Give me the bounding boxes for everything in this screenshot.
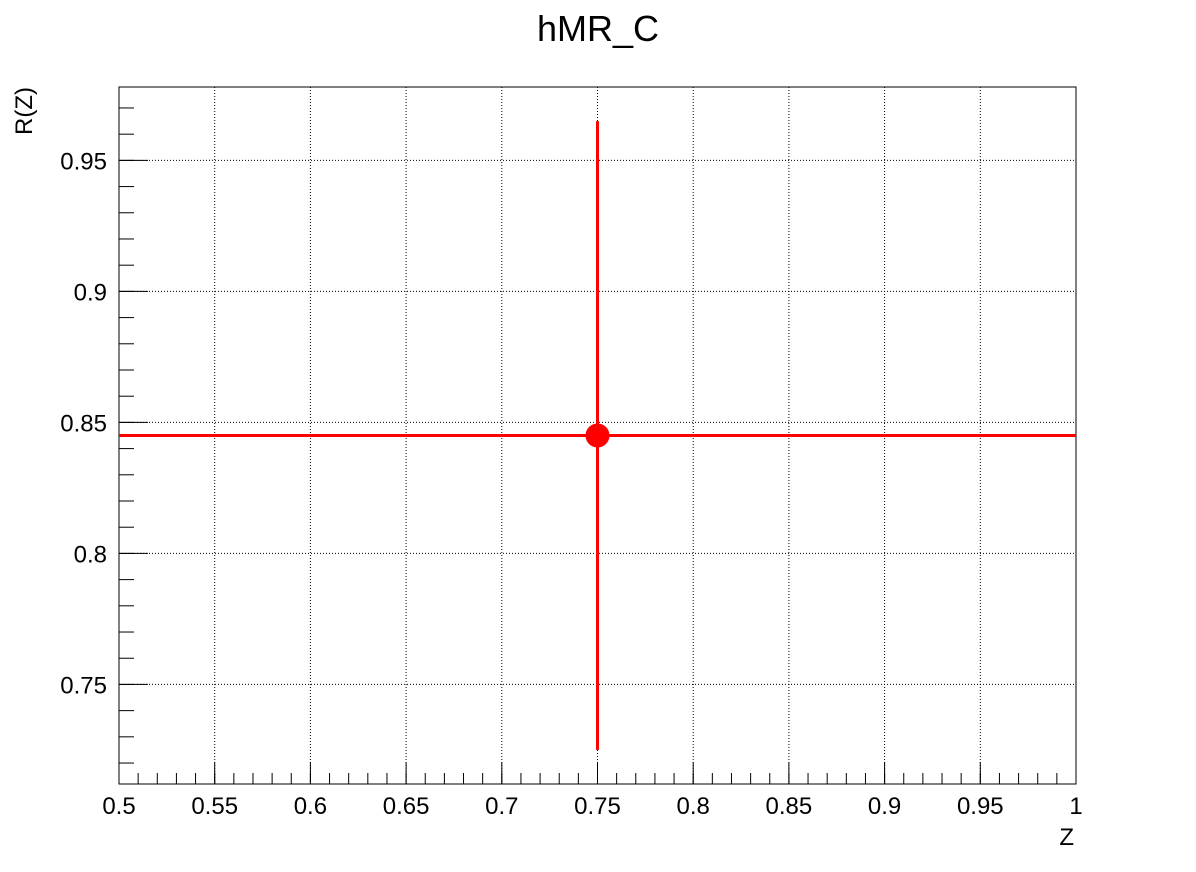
data-marks [119, 121, 1076, 750]
x-axis-label: Z [1059, 824, 1074, 851]
x-tick-label: 1 [1069, 793, 1082, 820]
y-axis-label: R(Z) [11, 87, 38, 135]
x-tick-label: 0.7 [485, 793, 518, 820]
x-tick-label: 0.75 [574, 793, 621, 820]
x-tick-label: 0.55 [191, 793, 238, 820]
x-tick-label: 0.65 [383, 793, 430, 820]
x-tick-label: 0.85 [766, 793, 813, 820]
x-tick-label: 0.8 [677, 793, 710, 820]
y-tick-label: 0.95 [60, 148, 107, 175]
y-tick-labels: 0.75 0.8 0.85 0.9 0.95 [60, 148, 107, 699]
y-tick-label: 0.9 [74, 279, 107, 306]
chart-title: hMR_C [536, 8, 660, 49]
x-tick-label: 0.5 [102, 793, 135, 820]
x-tick-label: 0.95 [957, 793, 1004, 820]
y-tick-label: 0.85 [60, 410, 107, 437]
x-tick-label: 0.9 [868, 793, 901, 820]
x-tick-labels: 0.5 0.55 0.6 0.65 0.7 0.75 0.8 0.85 0.9 0.95 1 [102, 793, 1082, 820]
y-tick-label: 0.8 [74, 541, 107, 568]
y-tick-label: 0.75 [60, 672, 107, 699]
data-point [585, 423, 610, 448]
x-tick-label: 0.6 [294, 793, 327, 820]
